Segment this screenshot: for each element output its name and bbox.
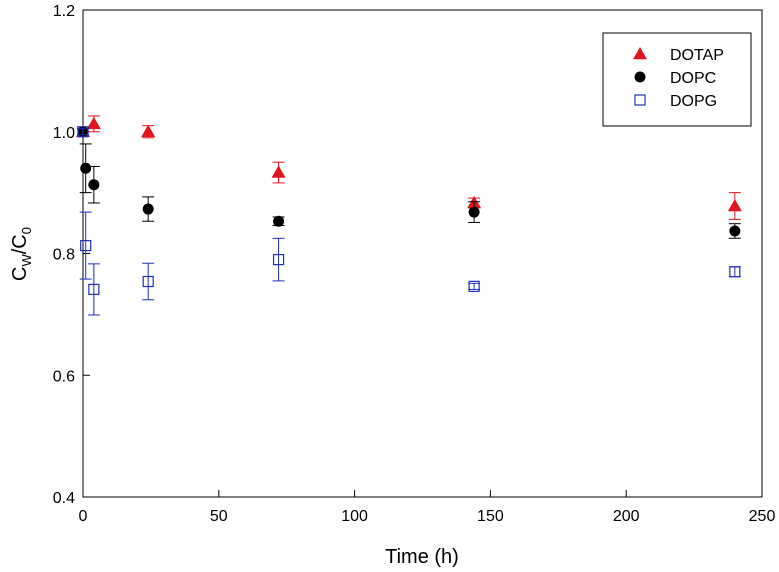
x-tick-label: 250 — [749, 508, 776, 525]
dopg-point — [729, 266, 741, 278]
dopc-point — [142, 203, 154, 215]
y-tick-label: 0.4 — [53, 490, 75, 507]
dopg-point — [77, 126, 89, 138]
dopg-point — [142, 275, 154, 288]
dopc-point — [88, 179, 100, 191]
y-tick-label: 1.0 — [53, 125, 75, 142]
legend-label-dotap: DOTAP — [670, 47, 724, 64]
legend-marker-dopc — [634, 71, 646, 83]
dopc-point — [80, 162, 92, 174]
x-tick-label: 200 — [613, 508, 640, 525]
dotap-point — [86, 116, 101, 130]
legend-marker-dopg — [634, 94, 646, 106]
x-tick-label: 50 — [210, 508, 228, 525]
series-dotap — [76, 115, 742, 220]
y-tick-label: 0.6 — [53, 368, 75, 385]
legend-box — [602, 32, 752, 127]
dopg-point — [80, 239, 92, 252]
dotap-point — [141, 124, 156, 137]
x-axis-title: Time (h) — [385, 546, 459, 568]
legend-label-dopg: DOPG — [670, 93, 717, 110]
legend-marker-dotap — [633, 47, 647, 60]
x-tick-label: 150 — [477, 508, 504, 525]
y-tick-label: 0.8 — [53, 247, 75, 264]
dopg-point — [272, 253, 285, 266]
y-axis-title: CW/C0 — [9, 227, 34, 281]
legend-label-dopc: DOPC — [670, 70, 716, 87]
dopg-point — [468, 280, 480, 292]
dopc-point — [273, 215, 285, 227]
dopc-point — [729, 225, 741, 237]
y-tick-label: 1.2 — [53, 3, 75, 20]
dopc-point — [468, 206, 480, 218]
dotap-point — [727, 199, 742, 212]
x-tick-label: 100 — [341, 508, 368, 525]
dotap-point — [271, 165, 286, 178]
dopg-point — [88, 283, 100, 296]
x-tick-label: 0 — [79, 508, 88, 525]
series-dopg — [77, 126, 741, 316]
series-dopc — [77, 126, 741, 239]
